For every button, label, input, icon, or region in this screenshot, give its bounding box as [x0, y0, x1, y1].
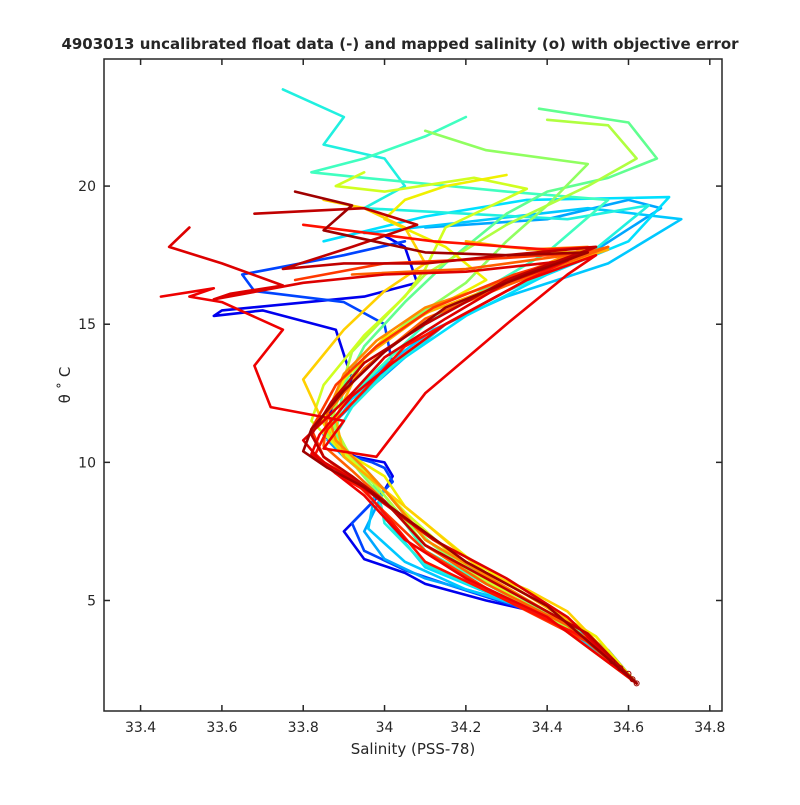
y-axis-label: θ ˚ C — [56, 367, 74, 404]
x-tick-label: 33.4 — [125, 720, 156, 736]
series-line — [301, 198, 638, 685]
series-line — [212, 234, 638, 685]
axes-layer: 33.4 33.6 33.8 34 34.2 34.4 34.6 34.8 5 10 15 20 — [78, 58, 725, 736]
y-tick-label: 5 — [87, 593, 96, 609]
mapped-salinity-marker — [625, 670, 632, 677]
mapped-salinity-marker — [633, 680, 640, 687]
x-tick-label: 33.8 — [288, 720, 319, 736]
mapped-salinity-marker — [609, 658, 616, 665]
series-line — [326, 245, 638, 685]
mapped-salinity-marker — [617, 665, 624, 672]
x-tick-label: 34.8 — [694, 720, 725, 736]
series-layer — [159, 88, 683, 687]
series-line — [310, 171, 638, 685]
x-tick-label: 34.2 — [450, 720, 481, 736]
mapped-salinity-marker — [629, 676, 636, 683]
axes-box — [103, 58, 723, 712]
series-line — [293, 251, 638, 685]
x-tick-label: 34.6 — [613, 720, 644, 736]
series-line — [159, 253, 638, 685]
x-tick-label: 34.4 — [532, 720, 563, 736]
series-line — [322, 173, 638, 685]
series-line — [322, 245, 638, 685]
x-axis-label: Salinity (PSS-78) — [351, 740, 476, 758]
y-tick-label: 10 — [78, 455, 96, 471]
series-line — [293, 190, 638, 685]
series-line — [253, 206, 638, 685]
x-tick-label: 34 — [376, 720, 394, 736]
series-line — [322, 195, 671, 685]
x-tick-label: 33.6 — [206, 720, 237, 736]
chart-title: 4903013 uncalibrated float data (-) and … — [61, 35, 739, 53]
y-tick-label: 15 — [78, 317, 96, 333]
series-line — [167, 226, 638, 685]
y-tick-label: 20 — [78, 179, 96, 195]
